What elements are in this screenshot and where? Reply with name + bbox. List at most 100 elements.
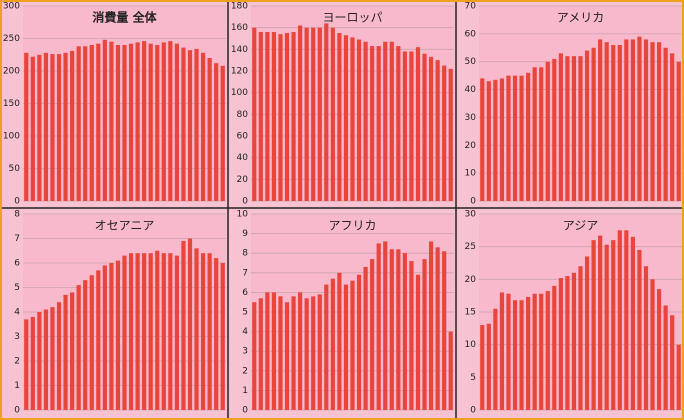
- bar: [330, 278, 335, 410]
- y-tick-label: 80: [237, 110, 249, 120]
- bar: [565, 56, 570, 202]
- y-tick-label: 0: [14, 197, 20, 207]
- y-tick-label: 70: [465, 2, 477, 12]
- bar: [493, 308, 498, 410]
- y-tick-label: 5: [470, 373, 476, 383]
- bar: [43, 309, 49, 410]
- y-tick-label: 120: [231, 67, 248, 77]
- y-tick-label: 180: [231, 2, 248, 12]
- chart-title: ヨーロッパ: [322, 11, 382, 25]
- bar: [519, 75, 524, 201]
- bar: [63, 294, 68, 410]
- bar: [102, 39, 107, 201]
- bar: [252, 27, 257, 201]
- bar: [442, 65, 447, 201]
- bar: [552, 285, 557, 410]
- bar: [448, 331, 453, 410]
- bar: [578, 266, 583, 410]
- bar: [415, 274, 421, 410]
- bar: [142, 41, 147, 201]
- bar: [258, 298, 263, 410]
- bar: [168, 41, 173, 201]
- bar: [383, 241, 388, 410]
- bar: [102, 265, 107, 410]
- y-tick-label: 30: [465, 113, 477, 123]
- bar: [168, 253, 173, 410]
- bar: [181, 240, 186, 410]
- bar: [109, 41, 114, 201]
- bar: [200, 253, 206, 410]
- bar: [571, 272, 577, 410]
- bar: [76, 46, 81, 201]
- chart-title: アジア: [563, 219, 599, 233]
- bar: [30, 56, 35, 202]
- bar: [591, 47, 596, 202]
- bar: [422, 53, 427, 201]
- bar: [428, 241, 434, 410]
- y-tick-label: 1: [14, 381, 20, 391]
- bar: [76, 285, 81, 410]
- bar: [363, 266, 368, 410]
- bar: [617, 45, 622, 201]
- bar: [558, 278, 563, 410]
- bar: [148, 43, 153, 202]
- y-tick-label: 0: [242, 406, 248, 416]
- bar: [50, 54, 55, 201]
- bar: [258, 32, 263, 201]
- bar: [526, 72, 531, 201]
- bar: [480, 325, 485, 410]
- bar: [63, 52, 68, 201]
- bar: [383, 41, 388, 201]
- chart-title: 消費量 全体: [92, 10, 157, 25]
- bar: [435, 60, 440, 201]
- y-tick-label: 200: [3, 67, 20, 77]
- bar: [650, 42, 655, 201]
- y-tick-label: 0: [242, 197, 248, 207]
- bar: [83, 280, 88, 410]
- bar: [96, 270, 101, 410]
- bar: [448, 68, 453, 201]
- bar: [376, 46, 381, 202]
- bar: [89, 45, 94, 201]
- y-tick-label: 6: [14, 259, 20, 269]
- bar: [370, 259, 375, 410]
- y-tick-label: 7: [242, 268, 248, 278]
- bar: [402, 51, 407, 201]
- bar: [630, 39, 635, 201]
- bar: [428, 56, 434, 201]
- bar: [128, 253, 134, 410]
- bar: [356, 274, 362, 410]
- bar: [409, 51, 414, 201]
- bar: [115, 260, 121, 410]
- chart-title: アメリカ: [557, 11, 604, 25]
- bar: [363, 41, 368, 201]
- y-tick-label: 50: [9, 164, 21, 174]
- y-tick-label: 5: [242, 308, 248, 318]
- y-tick-label: 4: [242, 327, 248, 337]
- bar: [499, 292, 505, 410]
- bar: [512, 300, 518, 410]
- y-tick-label: 30: [465, 210, 477, 220]
- bar: [545, 291, 550, 410]
- bar: [337, 33, 342, 202]
- y-tick-label: 2: [242, 366, 248, 376]
- bar: [214, 258, 219, 410]
- bar: [265, 32, 270, 201]
- bar: [181, 47, 186, 201]
- y-tick-label: 20: [237, 175, 249, 185]
- bar: [604, 42, 609, 201]
- bar: [343, 284, 349, 410]
- bar: [656, 42, 662, 201]
- y-tick-label: 9: [242, 229, 248, 239]
- bar: [311, 296, 316, 410]
- bar: [298, 25, 303, 201]
- bar: [174, 255, 179, 410]
- y-tick-label: 250: [3, 34, 20, 44]
- bar: [584, 256, 590, 410]
- bar: [650, 279, 655, 410]
- bar: [337, 272, 342, 410]
- bar: [161, 42, 166, 202]
- bar: [70, 292, 75, 410]
- bar: [174, 43, 179, 202]
